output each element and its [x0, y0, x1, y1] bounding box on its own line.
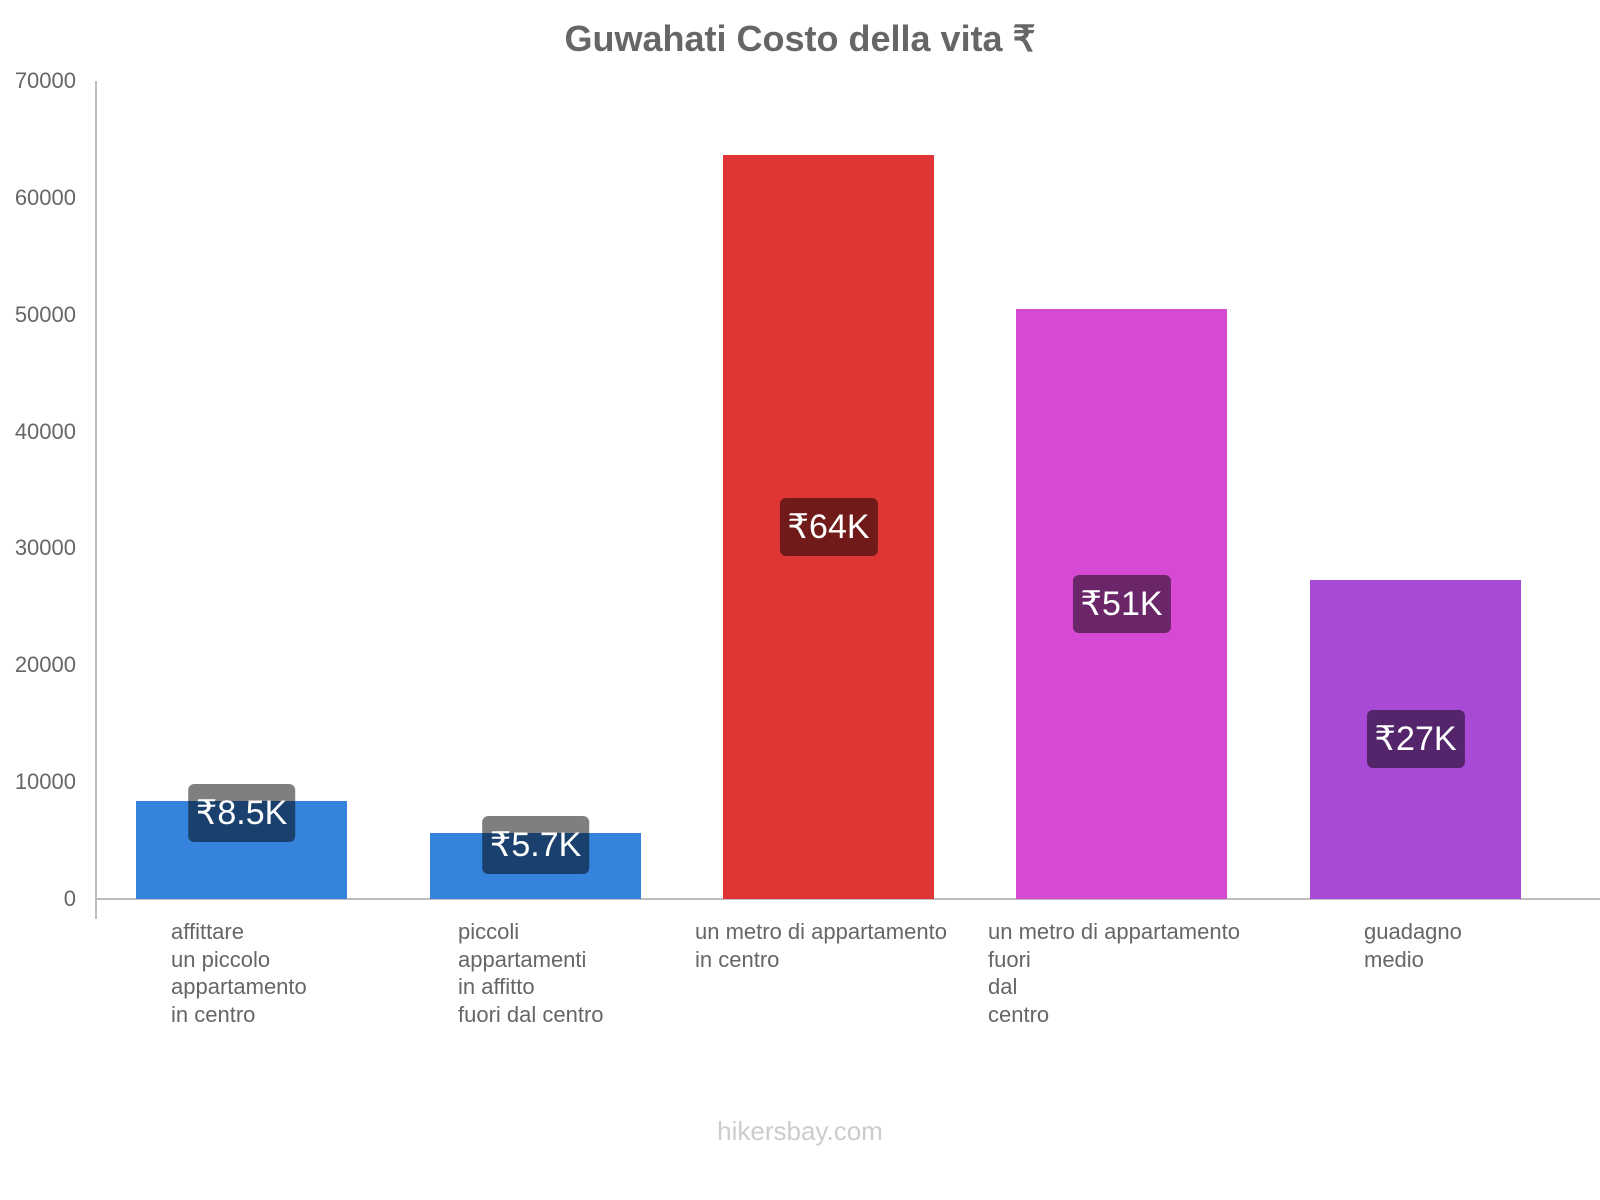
watermark: hikersbay.com	[717, 1116, 883, 1146]
x-axis	[95, 898, 1600, 900]
x-axis-category-label: un metro di appartamento fuori dal centr…	[988, 919, 1240, 1027]
y-tick-label: 20000	[14, 652, 76, 678]
y-tick-label: 0	[63, 886, 76, 911]
x-axis-category-label: affittare un piccolo appartamento in cen…	[171, 919, 307, 1027]
y-tick-label: 10000	[14, 769, 76, 795]
bar-value-label: ₹64K	[779, 497, 878, 556]
y-tick-label: 30000	[14, 535, 76, 561]
x-axis-category-label: guadagno medio	[1364, 919, 1462, 972]
y-tick-label: 40000	[14, 418, 76, 444]
bar-value-label: ₹8.5K	[187, 783, 296, 842]
y-axis	[95, 81, 97, 919]
chart-title: Guwahati Costo della vita ₹	[564, 18, 1036, 59]
y-tick-label: 50000	[14, 301, 76, 327]
x-axis-category-label: un metro di appartamento in centro	[695, 919, 947, 972]
bar-value-label: ₹5.7K	[481, 815, 590, 874]
bar-value-label: ₹27K	[1366, 710, 1465, 769]
bar-value-label: ₹51K	[1072, 574, 1171, 633]
y-tick-label: 60000	[14, 184, 76, 210]
y-tick-label: 70000	[14, 68, 76, 93]
x-axis-category-label: piccoli appartamenti in affitto fuori da…	[458, 919, 604, 1027]
